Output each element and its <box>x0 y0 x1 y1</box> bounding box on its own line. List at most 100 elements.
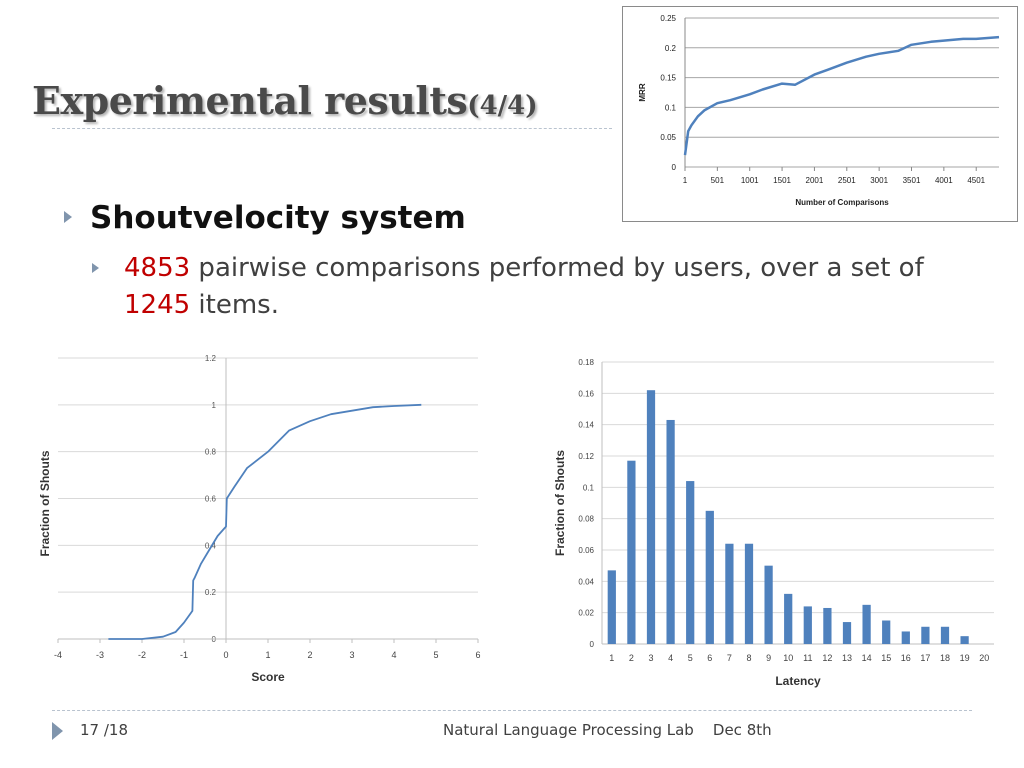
latency-bar <box>842 622 852 644</box>
cdf-xtick-label: -1 <box>180 650 188 660</box>
latency-bar <box>705 510 714 644</box>
latency-bar <box>646 390 656 644</box>
latency-xtick-label: 1 <box>609 653 614 663</box>
footer-info: Natural Language Processing Lab Dec 8th <box>443 721 772 739</box>
latency-xtick-label: 9 <box>766 653 771 663</box>
cdf-xtick-label: 3 <box>349 650 354 660</box>
latency-xtick-label: 2 <box>629 653 634 663</box>
latency-xtick-label: 5 <box>688 653 693 663</box>
footer-divider <box>52 710 972 711</box>
latency-bar <box>686 481 695 644</box>
mrr-ytick-label: 0 <box>672 163 677 172</box>
mrr-xtick-label: 2501 <box>838 176 856 185</box>
latency-ytick-label: 0.08 <box>578 515 594 524</box>
latency-ytick-label: 0.1 <box>583 483 595 492</box>
latency-bar <box>764 565 773 644</box>
latency-bar <box>921 626 930 644</box>
slide-title-main: Experimental results <box>32 78 468 123</box>
bullet-level1: Shoutvelocity system <box>64 200 466 236</box>
latency-ytick-label: 0.06 <box>578 546 594 555</box>
latency-xtick-label: 12 <box>822 653 832 663</box>
latency-bar <box>784 593 793 644</box>
slide-title: Experimental results(4/4) <box>32 78 538 123</box>
cdf-xtick-label: 1 <box>265 650 270 660</box>
latency-xtick-label: 11 <box>803 653 812 663</box>
mrr-xtick-label: 1001 <box>741 176 759 185</box>
latency-xtick-label: 6 <box>707 653 712 663</box>
latency-ytick-label: 0.12 <box>578 452 594 461</box>
latency-bar <box>823 607 832 644</box>
latency-x-axis-title: Latency <box>775 674 821 688</box>
latency-xtick-label: 3 <box>648 653 653 663</box>
latency-bar <box>744 543 754 644</box>
cdf-xtick-label: 6 <box>475 650 480 660</box>
page-number: 17 /18 <box>80 721 128 739</box>
cdf-ytick-label: 0.6 <box>205 495 217 504</box>
bullet-level2: 4853 pairwise comparisons performed by u… <box>92 250 952 324</box>
items-count: 1245 <box>124 290 191 320</box>
latency-xtick-label: 7 <box>727 653 732 663</box>
cdf-series-line <box>108 403 422 640</box>
mrr-xtick-label: 501 <box>711 176 725 185</box>
cdf-ytick-label: 0.2 <box>205 588 217 597</box>
mrr-ytick-label: 0.1 <box>665 103 677 112</box>
latency-xtick-label: 14 <box>862 653 872 663</box>
slide-title-suffix: (4/4) <box>467 91 538 121</box>
latency-bar <box>862 604 871 644</box>
mrr-xtick-label: 4501 <box>967 176 985 185</box>
bullet-triangle-icon <box>92 263 99 273</box>
cdf-xtick-label: -2 <box>138 650 146 660</box>
mrr-x-axis-title: Number of Comparisons <box>795 198 889 207</box>
cdf-xtick-label: -3 <box>96 650 104 660</box>
latency-xtick-label: 18 <box>940 653 950 663</box>
cdf-xtick-label: 0 <box>223 650 228 660</box>
latency-y-axis-title: Fraction of Shouts <box>553 450 567 556</box>
latency-xtick-label: 19 <box>960 653 970 663</box>
cdf-xtick-label: 2 <box>307 650 312 660</box>
latency-bar <box>803 606 812 644</box>
mrr-chart: 0 0.05 0.1 0.15 0.2 0.25 1 501 1001 1501 2001 2501 3… <box>622 6 1018 222</box>
cdf-x-axis-title: Score <box>251 670 285 684</box>
latency-xtick-label: 15 <box>881 653 891 663</box>
footer-date: Dec 8th <box>712 721 772 739</box>
title-divider <box>52 128 612 129</box>
bullet-level2-text: 4853 pairwise comparisons performed by u… <box>124 250 952 324</box>
cdf-ytick-label: 1 <box>212 401 217 410</box>
latency-xtick-label: 16 <box>901 653 911 663</box>
score-cdf-chart: 00.20.40.60.811.2-4-3-2-10123456ScoreFra… <box>34 350 494 690</box>
mrr-xtick-label: 4001 <box>935 176 953 185</box>
cdf-xtick-label: 4 <box>391 650 396 660</box>
latency-xtick-label: 10 <box>783 653 793 663</box>
cdf-y-axis-title: Fraction of Shouts <box>38 450 52 556</box>
latency-ytick-label: 0 <box>590 640 595 649</box>
mrr-ytick-label: 0.05 <box>660 133 676 142</box>
mrr-y-axis-title: MRR <box>638 83 647 101</box>
cdf-xtick-label: 5 <box>433 650 438 660</box>
mrr-ytick-label: 0.25 <box>660 14 676 23</box>
mrr-ytick-label: 0.2 <box>665 44 677 53</box>
footer-lab: Natural Language Processing Lab <box>443 721 694 739</box>
mrr-xtick-label: 1 <box>683 176 688 185</box>
latency-xtick-label: 4 <box>668 653 673 663</box>
comparisons-count: 4853 <box>124 253 191 283</box>
score-cdf-chart-svg: 00.20.40.60.811.2-4-3-2-10123456ScoreFra… <box>38 354 481 684</box>
cdf-ytick-label: 0.8 <box>205 448 217 457</box>
latency-bar-chart-svg: 00.020.040.060.080.10.120.140.160.181 2 3 4… <box>553 358 994 688</box>
latency-ytick-label: 0.16 <box>578 389 594 398</box>
latency-ytick-label: 0.04 <box>578 577 594 586</box>
latency-bar <box>882 620 891 644</box>
bullet-level2-part2: items. <box>190 290 279 320</box>
mrr-series-line <box>683 35 1000 156</box>
mrr-chart-svg: 00.050.10.150.20.251 501 1001 1501 2001 2501 3… <box>638 14 1000 207</box>
mrr-xtick-label: 3501 <box>903 176 921 185</box>
mrr-ytick-label: 0.15 <box>660 74 676 83</box>
latency-bar <box>666 419 675 644</box>
mrr-xtick-label: 3001 <box>870 176 888 185</box>
cdf-ytick-label: 1.2 <box>205 354 217 363</box>
latency-xtick-label: 8 <box>746 653 751 663</box>
latency-bar <box>901 631 910 644</box>
mrr-xtick-label: 1501 <box>773 176 791 185</box>
latency-ytick-label: 0.18 <box>578 358 594 367</box>
latency-xtick-label: 17 <box>920 653 930 663</box>
latency-bar-chart: 0 0.02 0.04 0.06 0.08 0.1 0.12 0.14 0.16 0.18 1 2 3 4… <box>548 352 1004 692</box>
